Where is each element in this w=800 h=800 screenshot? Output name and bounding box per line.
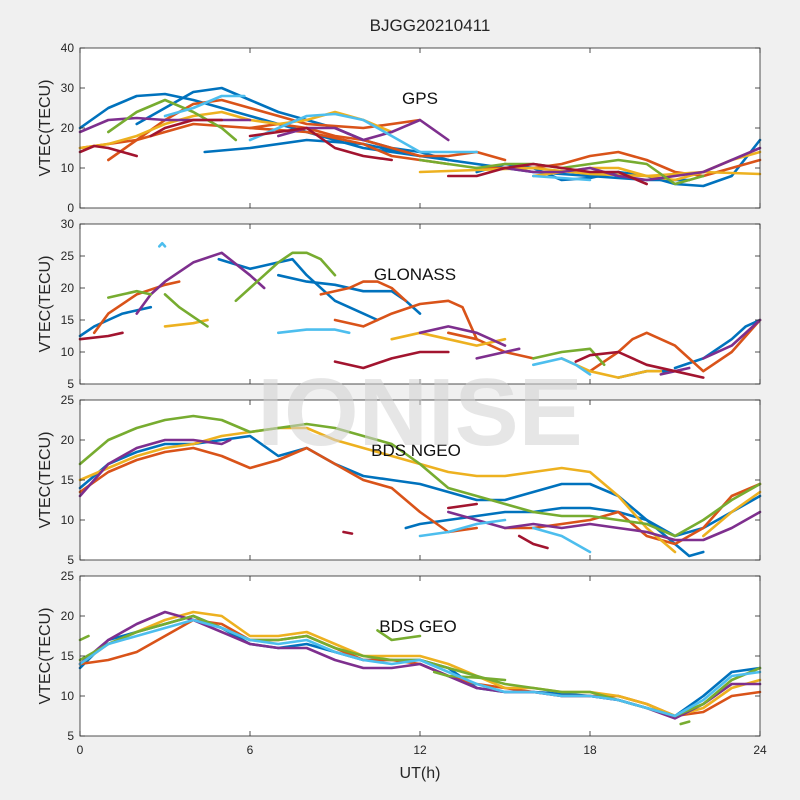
x-tick-label: 12: [413, 743, 427, 757]
series-line: [276, 328, 351, 335]
y-tick-label: 20: [61, 609, 75, 623]
y-tick-label: 5: [67, 553, 74, 567]
panel-label: BDS GEO: [379, 617, 456, 636]
y-tick-label: 30: [61, 81, 75, 95]
series-line: [531, 347, 606, 367]
series-line: [203, 138, 691, 182]
series-line: [158, 241, 167, 248]
y-tick-label: 25: [61, 249, 75, 263]
series-line: [418, 518, 507, 538]
series-line: [446, 510, 762, 542]
y-tick-label: 15: [61, 313, 75, 327]
series-line: [163, 94, 246, 118]
series-line: [107, 289, 153, 299]
series-line: [78, 414, 762, 538]
series-line: [234, 251, 337, 303]
x-tick-label: 18: [583, 743, 597, 757]
y-tick-label: 20: [61, 121, 75, 135]
series-line: [107, 98, 238, 142]
y-tick-label: 10: [61, 161, 75, 175]
y-axis-label: VTEC(TECU): [37, 432, 54, 529]
series-line: [319, 280, 408, 303]
x-tick-label: 0: [77, 743, 84, 757]
series-line: [78, 92, 422, 158]
series-line: [333, 350, 450, 370]
watermark: IONISE: [257, 359, 582, 466]
series-line: [78, 438, 232, 498]
series-line: [333, 299, 479, 341]
series-line: [163, 293, 209, 328]
y-tick-label: 15: [61, 473, 75, 487]
y-tick-label: 25: [61, 393, 75, 407]
series-line: [149, 118, 223, 138]
chart-panels: 0 10 20 30 40 VTEC(TECU) GPS 5 10 15 20 25 30 VTEC(TE…: [37, 41, 767, 782]
panel-1: 0 10 20 30 40 VTEC(TECU) GPS: [37, 41, 762, 215]
panel-4: 5 10 15 20 25 0 6 12 18 24 VTEC(TECU) BDS GEO UT(h): [37, 569, 767, 782]
y-tick-label: 0: [67, 201, 74, 215]
series-line: [475, 347, 521, 360]
series-line: [701, 318, 762, 360]
series-line: [78, 634, 90, 642]
series-line: [342, 530, 354, 535]
panel-label: BDS NGEO: [371, 441, 461, 460]
series-line: [78, 144, 138, 158]
series-line: [390, 331, 507, 347]
y-tick-label: 15: [61, 649, 75, 663]
series-line: [446, 502, 479, 510]
y-axis-label: VTEC(TECU): [37, 256, 54, 353]
y-tick-label: 5: [67, 377, 74, 391]
series-line: [701, 490, 762, 538]
y-tick-label: 40: [61, 41, 75, 55]
y-tick-label: 20: [61, 281, 75, 295]
y-tick-label: 10: [61, 513, 75, 527]
series-line: [531, 357, 592, 376]
y-tick-label: 10: [61, 689, 75, 703]
series-line: [248, 112, 479, 154]
series-line: [531, 174, 592, 182]
series-line: [248, 122, 507, 162]
series-line: [517, 534, 549, 550]
series-line: [78, 610, 762, 718]
y-axis-label: VTEC(TECU): [37, 608, 54, 705]
x-tick-label: 6: [247, 743, 254, 757]
axes-background: [80, 48, 760, 208]
series-line: [248, 126, 394, 162]
panel-3: 5 10 15 20 25 VTEC(TECU) BDS NGEO: [37, 393, 762, 567]
x-tick-label: 24: [753, 743, 767, 757]
series-line: [78, 446, 479, 534]
series-line: [78, 426, 677, 554]
y-tick-label: 20: [61, 433, 75, 447]
series-line: [574, 350, 705, 379]
panel-label: GPS: [402, 89, 438, 108]
y-tick-label: 25: [61, 569, 75, 583]
series-line: [588, 318, 762, 373]
series-line: [376, 629, 422, 642]
series-line: [78, 110, 394, 150]
series-line: [78, 618, 762, 718]
figure-title: BJGG20210411: [370, 16, 491, 35]
y-tick-label: 10: [61, 345, 75, 359]
series-line: [163, 318, 209, 328]
panel-2: 5 10 15 20 25 30 VTEC(TECU) GLONASS: [37, 217, 762, 391]
series-line: [446, 162, 649, 186]
series-line: [418, 325, 507, 347]
y-tick-label: 30: [61, 217, 75, 231]
series-line: [78, 331, 124, 341]
series-line: [92, 280, 181, 335]
y-axis-label: VTEC(TECU): [37, 80, 54, 177]
panel-label: GLONASS: [374, 265, 456, 284]
series-line: [679, 720, 691, 726]
x-axis-label: UT(h): [400, 765, 441, 782]
y-tick-label: 5: [67, 729, 74, 743]
series-line: [217, 257, 379, 322]
series-line: [531, 526, 592, 554]
series-line: [446, 331, 535, 360]
